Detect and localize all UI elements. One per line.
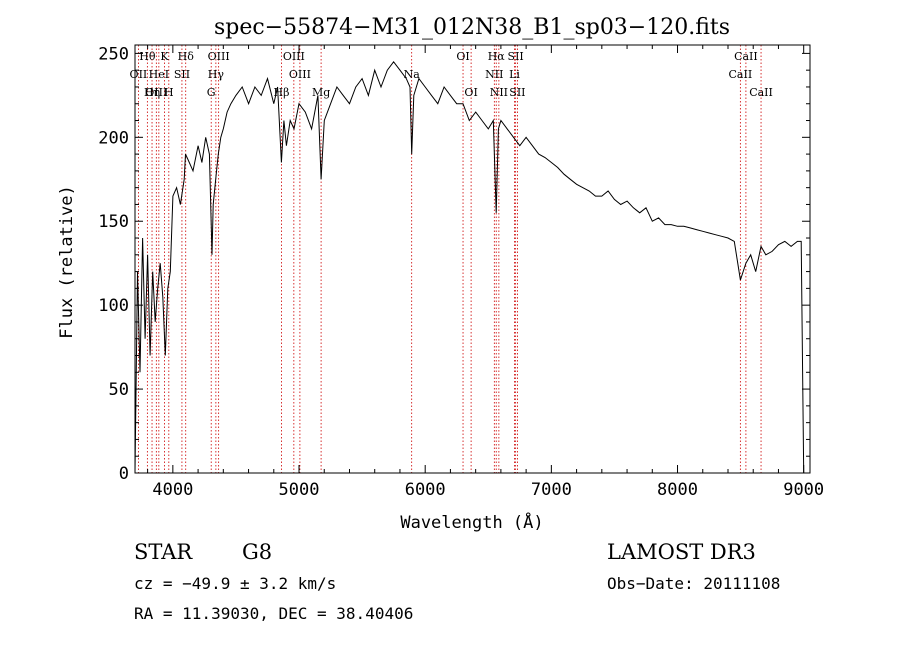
spectrum-line — [134, 60, 805, 474]
line-marker-label: OIII — [208, 50, 230, 63]
line-marker-label: Mg — [312, 86, 330, 99]
x-tick-label: 6000 — [405, 480, 446, 500]
x-tick-label: 8000 — [657, 480, 698, 500]
y-tick-label: 0 — [119, 464, 129, 484]
line-marker-label: OI — [456, 50, 469, 63]
x-tick-label: 5000 — [279, 480, 320, 500]
line-marker-label: Hη — [144, 86, 160, 99]
coordinates-readout: RA = 11.39030, DEC = 38.40406 — [134, 604, 414, 623]
line-marker-label: Li — [509, 68, 520, 81]
x-axis-ticks: 4000 5000 6000 7000 8000 9000 — [147, 45, 824, 500]
line-markers — [138, 45, 762, 473]
x-tick-label: 4000 — [152, 480, 193, 500]
line-marker-label: Hθ — [139, 50, 156, 63]
redshift-readout: cz = −49.9 ± 3.2 km/s — [134, 574, 337, 593]
line-marker-label: K — [160, 50, 169, 63]
y-tick-label: 100 — [98, 296, 129, 316]
line-marker-label: OII — [130, 68, 148, 81]
line-marker-label: H — [164, 86, 174, 99]
line-marker-label: Hδ — [178, 50, 195, 63]
y-tick-label: 200 — [98, 128, 129, 148]
line-marker-label: SII — [509, 86, 525, 99]
line-marker-label: OIII — [289, 68, 311, 81]
y-axis-ticks: 0 50 100 150 200 250 — [98, 44, 810, 484]
y-tick-label: 150 — [98, 212, 129, 232]
line-marker-label: CaII — [734, 50, 758, 63]
survey-name: LAMOST DR3 — [607, 540, 756, 564]
line-marker-label: NII — [485, 68, 503, 81]
chart-title: spec−55874−M31_012N38_B1_sp03−120.fits — [214, 15, 730, 40]
line-marker-label: G — [207, 86, 216, 99]
line-marker-label: OIII — [283, 50, 305, 63]
plot-frame — [134, 44, 811, 474]
line-marker-label: CaII — [749, 86, 773, 99]
line-marker-label: SII — [174, 68, 190, 81]
line-marker-label: CaII — [729, 68, 753, 81]
line-marker-label: OIII — [145, 86, 167, 99]
observation-date: Obs−Date: 20111108 — [607, 574, 781, 593]
object-subclass: G8 — [242, 540, 273, 564]
y-tick-label: 50 — [109, 380, 129, 400]
line-marker-label: HeI — [149, 68, 169, 81]
line-marker-label: Hγ — [208, 68, 225, 81]
y-axis-label: Flux (relative) — [57, 185, 77, 339]
line-marker-label: Hα — [488, 50, 506, 63]
line-marker-label: SII — [508, 50, 524, 63]
line-marker-label: NII — [490, 86, 508, 99]
y-tick-label: 250 — [98, 44, 129, 64]
line-marker-label: OI — [464, 86, 477, 99]
object-class: STAR — [134, 540, 193, 564]
x-axis-label: Wavelength (Å) — [400, 511, 543, 533]
line-marker-label: Na — [404, 68, 421, 81]
x-tick-label: 7000 — [531, 480, 572, 500]
x-tick-label: 9000 — [783, 480, 824, 500]
